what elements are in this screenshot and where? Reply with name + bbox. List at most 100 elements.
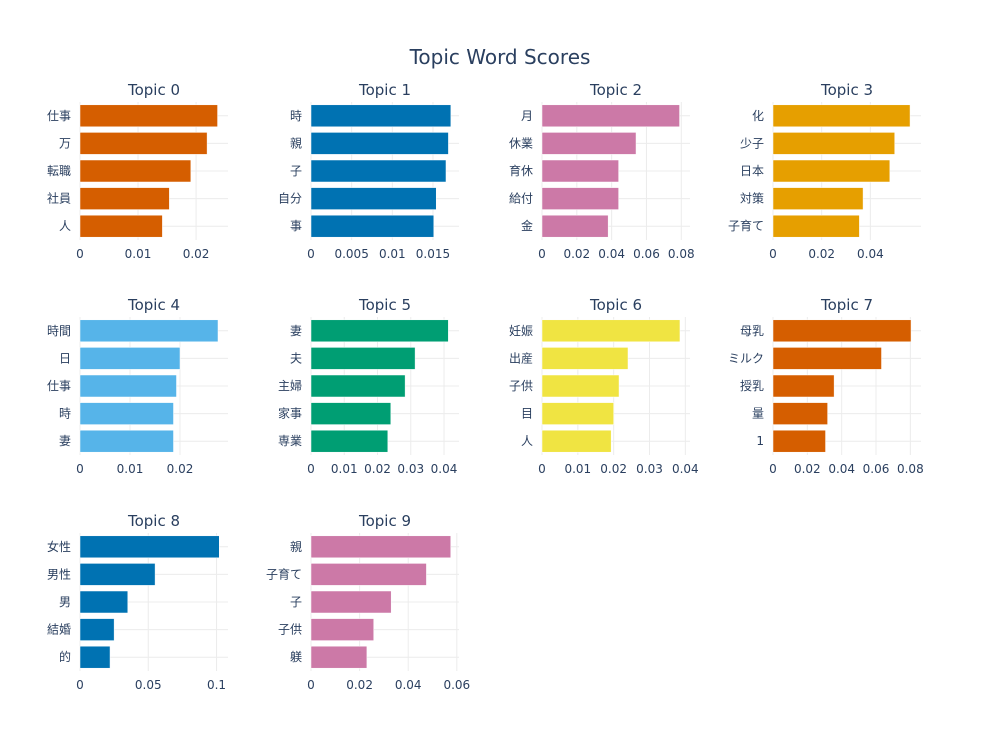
y-tick-label: 妻 [59, 434, 71, 448]
bar [772, 214, 860, 238]
y-tick-label: 主婦 [278, 378, 302, 393]
y-tick-label: 子 [290, 595, 302, 609]
y-tick-label: 専業 [278, 434, 302, 448]
bar [79, 159, 192, 183]
y-tick-label: 躾 [290, 649, 302, 664]
bar [772, 374, 835, 398]
bar [310, 429, 389, 453]
bar [310, 214, 435, 238]
y-tick-label: 夫 [290, 351, 302, 365]
x-tick-label: 0.02 [808, 247, 835, 261]
y-tick-label: 時 [290, 109, 302, 123]
x-tick-label: 0.02 [346, 678, 373, 692]
chart-title: Topic Word Scores [409, 45, 591, 69]
x-tick-label: 0 [307, 247, 315, 261]
bar [79, 429, 174, 453]
y-tick-label: 日本 [740, 164, 764, 178]
x-tick-label: 0.03 [636, 462, 663, 476]
x-tick-label: 0.04 [431, 462, 458, 476]
y-tick-label: 対策 [740, 192, 764, 206]
bar [310, 159, 447, 183]
x-tick-label: 0 [307, 678, 315, 692]
x-tick-label: 0.04 [672, 462, 699, 476]
bar [310, 319, 449, 343]
x-tick-label: 0.08 [897, 462, 924, 476]
y-tick-label: 少子 [740, 136, 764, 150]
y-tick-label: 子育て [728, 218, 764, 233]
bar [79, 132, 208, 155]
x-tick-label: 0.01 [117, 462, 144, 476]
x-tick-label: 0 [76, 678, 84, 692]
y-tick-label: 子供 [509, 379, 533, 393]
y-tick-label: 日 [59, 351, 71, 365]
y-tick-label: 休業 [509, 136, 533, 150]
x-tick-label: 0.02 [794, 462, 821, 476]
bar [772, 429, 826, 453]
x-tick-label: 0.01 [125, 247, 152, 261]
bar [79, 187, 170, 210]
y-tick-label: 万 [59, 136, 71, 150]
bar [772, 319, 912, 343]
y-tick-label: 家事 [278, 406, 302, 421]
y-tick-label: 時間 [47, 324, 71, 338]
bar [541, 187, 619, 210]
x-tick-label: 0 [76, 247, 84, 261]
x-tick-label: 0.01 [379, 247, 406, 261]
bar [541, 104, 680, 128]
bar [79, 535, 220, 559]
x-tick-label: 0.06 [633, 247, 660, 261]
y-tick-label: 目 [521, 407, 533, 421]
y-tick-label: 育休 [509, 163, 533, 178]
bar [79, 214, 163, 238]
y-tick-label: ミルク [728, 351, 764, 365]
x-tick-label: 0 [538, 462, 546, 476]
y-tick-label: 的 [59, 649, 71, 664]
y-tick-label: 男性 [47, 567, 71, 581]
bar [541, 132, 637, 155]
bar [79, 563, 156, 586]
bar [310, 535, 451, 559]
bar [772, 187, 864, 210]
bar [79, 319, 219, 343]
x-tick-label: 0.1 [207, 678, 226, 692]
bar [310, 645, 368, 669]
bar [772, 132, 895, 155]
y-tick-label: 子供 [278, 623, 302, 637]
x-tick-label: 0.02 [563, 247, 590, 261]
y-tick-label: 時 [59, 407, 71, 421]
y-tick-label: 親 [290, 540, 302, 554]
bar [79, 104, 218, 128]
bar [772, 347, 882, 370]
x-tick-label: 0.04 [395, 678, 422, 692]
x-tick-label: 0 [769, 247, 777, 261]
x-tick-label: 0.01 [564, 462, 591, 476]
y-tick-label: 給付 [509, 192, 533, 206]
x-tick-label: 0 [769, 462, 777, 476]
subplot-title: Topic 4 [127, 296, 180, 314]
x-tick-label: 0.02 [183, 247, 210, 261]
subplot-title: Topic 3 [820, 81, 873, 99]
subplot-title: Topic 7 [820, 296, 873, 314]
y-tick-label: 仕事 [47, 109, 71, 123]
bar [79, 590, 129, 614]
bar [541, 319, 681, 343]
y-tick-label: 転職 [47, 164, 71, 178]
x-tick-label: 0.06 [863, 462, 890, 476]
subplot-title: Topic 8 [127, 512, 180, 530]
bar [310, 618, 374, 641]
bar [541, 402, 614, 425]
bar [772, 104, 911, 128]
y-tick-label: 1 [756, 434, 764, 448]
subplot-title: Topic 0 [127, 81, 180, 99]
y-tick-label: 人 [59, 219, 71, 233]
y-tick-label: 出産 [509, 350, 533, 365]
